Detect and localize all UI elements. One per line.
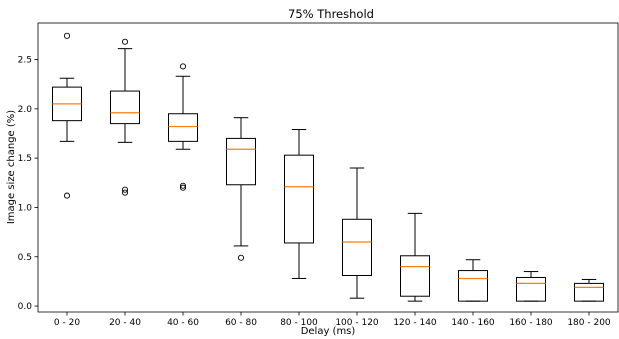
box-group xyxy=(400,212,430,302)
outlier-point xyxy=(237,254,245,261)
x-tick-label: 180 - 200 xyxy=(567,318,611,328)
outlier-point xyxy=(121,189,129,196)
box-group xyxy=(110,38,140,196)
x-tick-label: 100 - 120 xyxy=(335,318,379,328)
chart-title: 75% Threshold xyxy=(288,7,374,21)
iqr-box xyxy=(284,154,314,244)
x-tick-label: 40 - 60 xyxy=(167,318,199,328)
box-group xyxy=(226,117,256,261)
iqr-box xyxy=(574,282,604,302)
y-tick-label: 2.5 xyxy=(18,55,32,65)
x-axis-label: Delay (ms) xyxy=(301,326,356,337)
iqr-box xyxy=(516,276,546,302)
y-tick-label: 1.5 xyxy=(18,154,32,164)
iqr-box xyxy=(458,270,488,302)
x-axis: 0 - 20 20 - 40 40 - 60 60 - 80 80 - 100 100 -… xyxy=(54,312,611,328)
box-group xyxy=(458,259,488,302)
iqr-box xyxy=(226,137,256,186)
iqr-box xyxy=(400,255,430,297)
x-tick-label: 60 - 80 xyxy=(225,318,257,328)
box-group xyxy=(168,63,198,191)
outlier-point xyxy=(121,38,129,45)
boxes-layer xyxy=(52,32,604,302)
y-tick-label: 0.0 xyxy=(18,302,33,312)
outlier-point xyxy=(179,63,187,70)
y-tick-label: 2.0 xyxy=(18,105,33,115)
outlier-point xyxy=(63,32,71,39)
plot-frame xyxy=(37,22,619,313)
x-tick-label: 0 - 20 xyxy=(54,318,80,328)
iqr-box xyxy=(342,218,372,277)
outlier-point xyxy=(121,186,129,193)
iqr-box xyxy=(110,90,140,125)
y-axis: 0.0 0.5 1.0 1.5 2.0 2.5 xyxy=(18,55,38,312)
box-group xyxy=(516,271,546,302)
box-group xyxy=(342,167,372,299)
x-tick-label: 20 - 40 xyxy=(109,318,141,328)
outlier-point xyxy=(179,184,187,191)
x-tick-label: 120 - 140 xyxy=(393,318,437,328)
y-axis-label: Image size change (%) xyxy=(6,110,17,224)
outlier-point xyxy=(63,192,71,199)
outlier-point xyxy=(179,182,187,189)
box-group xyxy=(52,32,82,199)
box-group xyxy=(284,129,314,279)
iqr-box xyxy=(168,113,198,142)
box-group xyxy=(574,278,604,302)
x-tick-label: 160 - 180 xyxy=(509,318,553,328)
y-tick-label: 0.5 xyxy=(18,253,32,263)
x-tick-label: 80 - 100 xyxy=(280,318,318,328)
x-tick-label: 140 - 160 xyxy=(451,318,495,328)
y-tick-label: 1.0 xyxy=(18,203,33,213)
